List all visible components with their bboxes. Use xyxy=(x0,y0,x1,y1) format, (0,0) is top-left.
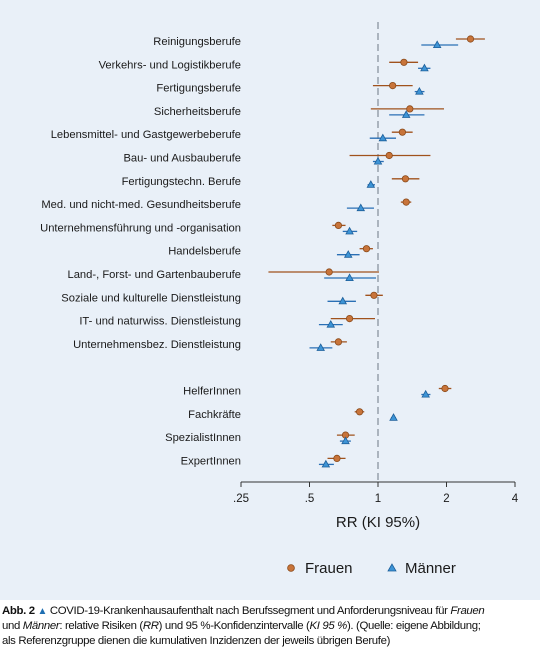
category-label: ExpertInnen xyxy=(181,455,241,467)
figure-caption: Abb. 2 ▲ COVID-19-Krankenhausaufenthalt … xyxy=(2,604,538,650)
category-row: Bau- und Ausbauberufe xyxy=(123,151,431,165)
frauen-point xyxy=(333,454,341,462)
caption-line-3: als Referenzgruppe dienen die kumulative… xyxy=(2,635,391,648)
maenner-point xyxy=(316,343,325,351)
frauen-point xyxy=(466,35,475,43)
category-label: Reinigungsberufe xyxy=(153,36,241,48)
category-label: SpezialistInnen xyxy=(165,432,241,444)
category-row: Unternehmensführung und -organisation xyxy=(40,221,358,235)
maenner-point xyxy=(341,436,350,445)
category-label: Handelsberufe xyxy=(168,246,241,258)
maenner-point xyxy=(378,133,388,142)
category-label: IT- und naturwiss. Dienstleistung xyxy=(79,316,241,328)
maenner-point xyxy=(326,319,336,328)
maenner-point xyxy=(343,250,353,258)
caption-text-1: COVID-19-Krankenhausaufenthalt nach Beru… xyxy=(47,605,451,617)
x-tick-label: .5 xyxy=(305,493,315,505)
maenner-point xyxy=(373,156,383,165)
frauen-point xyxy=(401,175,410,183)
maenner-point xyxy=(366,180,376,188)
category-row: Fertigungsberufe xyxy=(156,82,425,95)
category-label: HelferInnen xyxy=(183,386,241,398)
caption-text-2a: und xyxy=(2,620,23,633)
frauen-point xyxy=(441,384,449,393)
plot-panel: Reinigungsberufe Verkehrs- und Logistikbe… xyxy=(0,0,540,600)
frauen-point xyxy=(345,314,354,323)
caption-line-2: und Männer: relative Risiken (RR) und 95… xyxy=(2,619,538,634)
category-row: Reinigungsberufe xyxy=(153,35,485,48)
maenner-point xyxy=(345,273,354,282)
caption-text-2c: ) und 95 %-Konfidenzintervalle ( xyxy=(158,620,310,633)
legend-maenner-label: Männer xyxy=(405,560,456,577)
category-label: Land-, Forst- und Gartenbauberufe xyxy=(67,269,241,281)
maenner-point xyxy=(415,86,424,95)
frauen-point xyxy=(402,198,410,206)
legend-maenner-marker xyxy=(387,563,397,572)
frauen-point xyxy=(406,105,414,113)
x-axis-title: RR (KI 95%) xyxy=(336,514,420,531)
forest-plot: Reinigungsberufe Verkehrs- und Logistikbe… xyxy=(40,22,519,577)
caption-text-2b: : relative Risiken ( xyxy=(59,620,143,633)
x-tick-label: 1 xyxy=(375,493,381,505)
category-row: Lebensmittel- und Gastgewerbeberufe xyxy=(51,128,413,142)
frauen-point xyxy=(370,291,378,299)
frauen-point xyxy=(325,268,333,276)
maenner-point xyxy=(420,63,429,72)
category-label: Verkehrs- und Logistikberufe xyxy=(99,59,241,71)
category-row: Fachkräfte xyxy=(188,408,398,421)
category-label: Unternehmensführung und -organisation xyxy=(40,222,241,234)
maenner-point xyxy=(321,459,331,468)
category-row: SpezialistInnen xyxy=(165,431,355,445)
category-row: Verkehrs- und Logistikberufe xyxy=(99,58,431,72)
category-label: Fachkräfte xyxy=(188,409,241,421)
category-row: ExpertInnen xyxy=(181,454,346,468)
caption-em-rr: RR xyxy=(142,620,159,633)
maenner-point xyxy=(389,413,398,421)
category-label: Bau- und Ausbauberufe xyxy=(123,153,241,165)
x-tick-label: 2 xyxy=(443,493,449,505)
category-row: Soziale und kulturelle Dienstleistung xyxy=(61,291,383,305)
category-label: Sicherheitsberufe xyxy=(154,106,241,118)
maenner-point xyxy=(401,110,411,118)
frauen-point xyxy=(398,128,406,136)
category-label: Unternehmensbez. Dienstleistung xyxy=(73,339,241,351)
maenner-point xyxy=(338,296,348,305)
frauen-point xyxy=(362,245,371,253)
frauen-point xyxy=(334,338,343,346)
category-row: HelferInnen xyxy=(183,384,452,398)
maenner-point xyxy=(345,226,354,235)
category-row: IT- und naturwiss. Dienstleistung xyxy=(79,314,375,328)
caption-triangle-icon: ▲ xyxy=(37,606,48,617)
caption-em-frauen: Frauen xyxy=(450,605,485,617)
category-row: Med. und nicht-med. Gesundheitsberufe xyxy=(41,198,412,212)
frauen-point xyxy=(334,221,343,229)
x-tick-label: .25 xyxy=(233,493,249,505)
category-label: Fertigungsberufe xyxy=(156,83,241,95)
category-label: Lebensmittel- und Gastgewerbeberufe xyxy=(51,129,241,141)
legend-frauen-marker xyxy=(287,564,295,572)
frauen-point xyxy=(385,151,393,160)
category-row: Unternehmensbez. Dienstleistung xyxy=(73,338,347,351)
frauen-point xyxy=(400,58,408,66)
category-label: Soziale und kulturelle Dienstleistung xyxy=(61,292,241,304)
maenner-point xyxy=(356,203,366,212)
caption-text-2d: ). (Quelle: eigene Abbildung; xyxy=(346,620,481,633)
category-row: Land-, Forst- und Gartenbauberufe xyxy=(67,268,379,282)
frauen-point xyxy=(389,82,397,90)
category-label: Med. und nicht-med. Gesundheitsberufe xyxy=(41,199,241,211)
x-tick-label: 4 xyxy=(512,493,519,505)
category-label: Fertigungstechn. Berufe xyxy=(122,176,241,188)
legend-frauen-label: Frauen xyxy=(305,560,353,577)
frauen-point xyxy=(355,408,364,416)
caption-em-maenner: Männer xyxy=(22,620,60,633)
category-row: Sicherheitsberufe xyxy=(154,105,444,118)
caption-line-1: Abb. 2 ▲ COVID-19-Krankenhausaufenthalt … xyxy=(2,604,538,619)
caption-label: Abb. 2 xyxy=(2,605,35,617)
caption-em-ki: KI 95 % xyxy=(309,620,348,633)
maenner-point xyxy=(432,40,442,48)
maenner-point xyxy=(421,389,430,398)
category-row: Handelsberufe xyxy=(168,245,373,258)
category-row: Fertigungstechn. Berufe xyxy=(122,175,420,188)
